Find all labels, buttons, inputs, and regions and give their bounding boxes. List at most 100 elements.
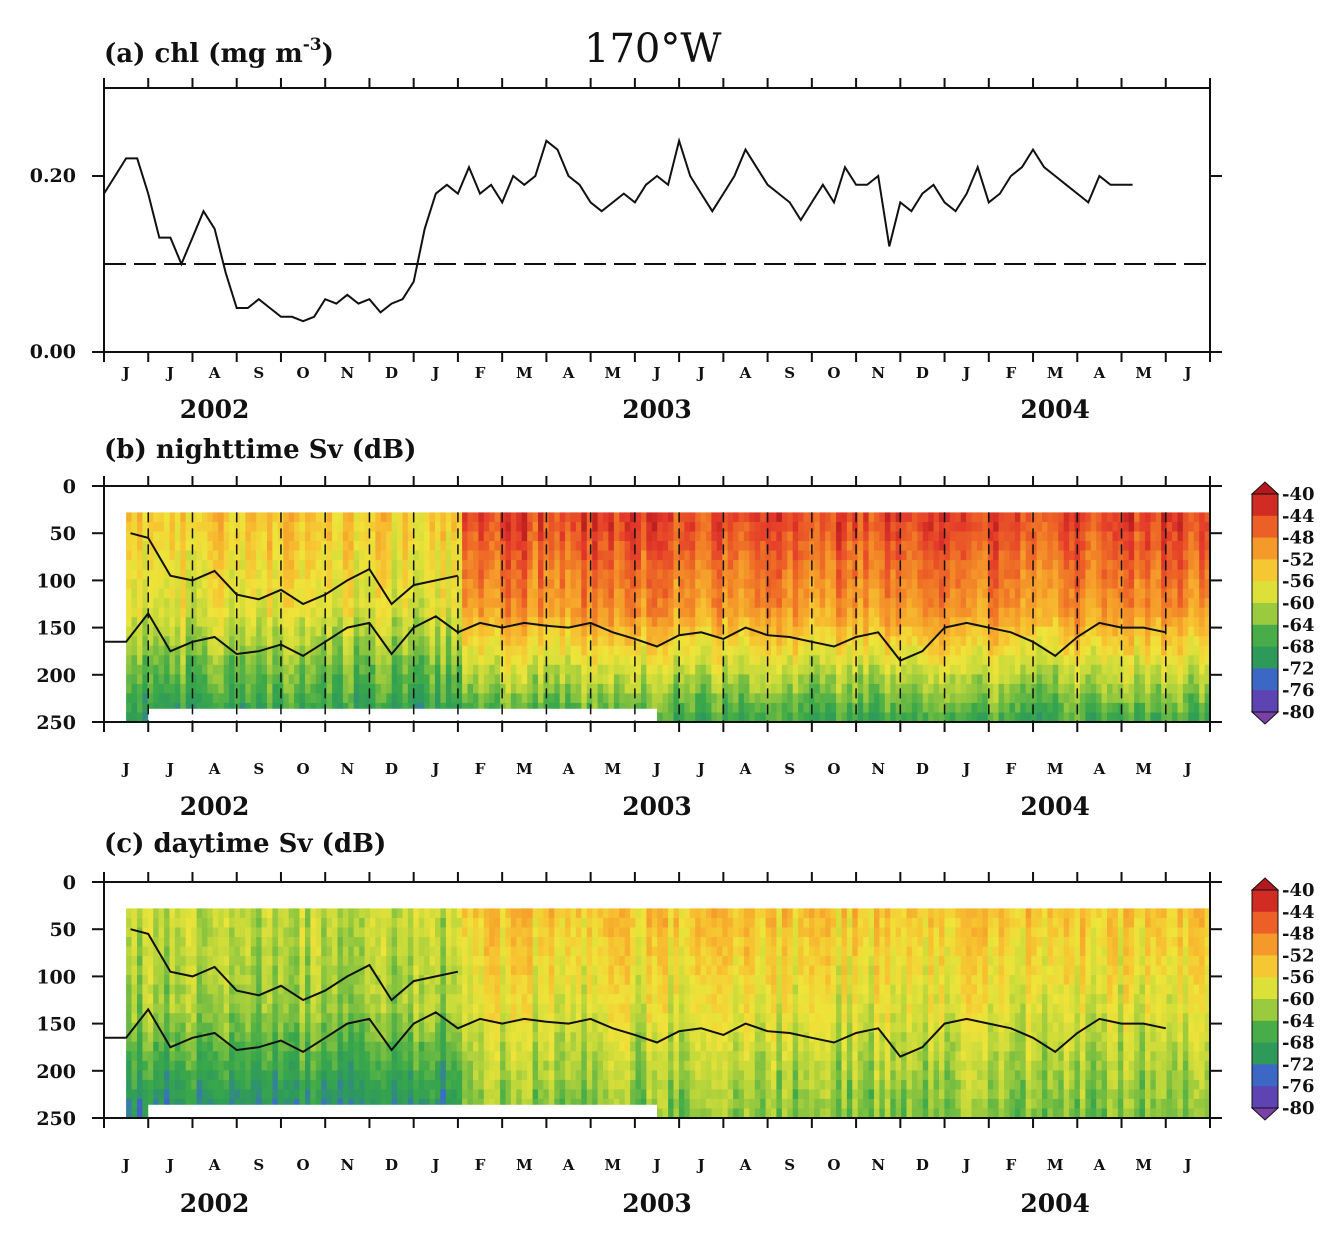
panel-c-heatmap-cell [196,1041,203,1053]
panel-b-heatmap-cell [646,645,653,657]
panel-c-heatmap-cell [131,946,138,957]
panel-b-heatmap-cell [911,626,919,637]
panel-b-heatmap-cell [500,512,507,523]
panel-b-heatmap-cell [185,664,192,676]
panel-b-heatmap-cell [841,541,848,552]
panel-b-heatmap-cell [570,579,577,590]
panel-b-heatmap-cell [1117,598,1125,609]
panel-b-heatmap-cell [342,579,350,590]
panel-b-heatmap-cell [787,531,794,542]
panel-b-heatmap-cell [933,664,940,676]
panel-c-heatmap-cell [153,937,160,948]
panel-b-heatmap-cell [250,550,257,561]
panel-b-heatmap-cell [776,693,783,704]
panel-b-heatmap-cell [624,664,631,676]
panel-b-heatmap-cell [879,531,886,542]
panel-b-heatmap-cell [998,550,1005,561]
panel-b-heatmap-cell [944,645,951,657]
panel-b-heatmap-cell [1172,569,1179,580]
panel-b-heatmap-cell [267,550,274,561]
panel-b-heatmap-cell [922,598,929,609]
panel-b-heatmap-cell [944,617,951,628]
panel-b-month-label: D [385,760,398,778]
panel-b-heatmap-cell [1166,569,1173,580]
panel-b-heatmap-cell [944,607,951,618]
panel-b-heatmap-cell [473,598,480,609]
panel-b-heatmap-cell [402,541,409,552]
panel-b-heatmap-cell [760,664,767,676]
panel-b-heatmap-cell [955,712,962,722]
panel-b-heatmap-cell [944,636,951,647]
panel-b-heatmap-cell [684,598,691,609]
panel-b-heatmap-cell [126,674,133,685]
panel-b-heatmap-cell [229,512,236,523]
panel-b-heatmap-cell [532,579,539,590]
panel-b-heatmap-cell [597,588,604,599]
panel-c-heatmap-cell [164,1060,171,1072]
panel-b-heatmap-cell [1117,550,1125,561]
panel-b-heatmap-cell [678,617,686,628]
panel-b-heatmap-cell [678,512,686,523]
panel-b-heatmap-cell [841,664,848,676]
panel-b-heatmap-cell [781,683,789,695]
panel-b-heatmap-cell [538,522,545,533]
panel-b-heatmap-cell [164,541,171,552]
panel-b-heatmap-cell [922,569,929,580]
panel-b-heatmap-cell [993,607,1000,618]
panel-b-heatmap-cell [158,683,165,695]
panel-b-heatmap-cell [1042,607,1049,618]
panel-c-heatmap-cell [185,946,192,957]
panel-b-heatmap-cell [982,598,989,609]
panel-b-heatmap-cell [239,683,247,695]
panel-b-heatmap-cell [1020,674,1027,685]
panel-c-heatmap-cell [137,918,144,929]
panel-b-heatmap-cell [1155,569,1162,580]
panel-b-heatmap-cell [581,560,588,571]
panel-b-heatmap-cell [1085,655,1092,666]
panel-b-heatmap-cell [359,550,366,561]
panel-b-heatmap-cell [489,541,496,552]
panel-b-heatmap-cell [1161,607,1168,618]
panel-b-heatmap-cell [944,683,951,695]
panel-b-heatmap-cell [212,560,219,571]
panel-b-heatmap-cell [993,569,1000,580]
panel-b-heatmap-cell [207,693,214,704]
panel-b-heatmap-cell [819,550,826,561]
panel-b-heatmap-cell [917,607,924,618]
panel-b-heatmap-cell [1009,598,1016,609]
panel-b-heatmap-cell [668,636,675,647]
panel-b-heatmap-cell [180,664,187,676]
panel-b-heatmap-cell [814,588,821,599]
panel-b-heatmap-cell [1085,674,1092,685]
panel-b-heatmap-cell [1128,674,1135,685]
panel-b-heatmap-cell [288,617,295,628]
panel-b-heatmap-cell [494,569,501,580]
panel-c-heatmap-cell [158,918,165,929]
panel-b-heatmap-cell [841,560,848,571]
panel-b-heatmap-cell [874,617,881,628]
panel-b-heatmap-cell [998,655,1005,666]
panel-c-heatmap-cell [158,1098,165,1110]
panel-b-heatmap-cell [944,655,951,666]
panel-a-month-label: F [1006,364,1017,382]
panel-c-heatmap-cell [202,1079,209,1091]
panel-b-heatmap-cell [684,636,691,647]
panel-b-heatmap-cell [413,664,420,676]
panel-b-heatmap-cell [846,598,854,609]
panel-b-heatmap-cell [711,626,718,637]
panel-b-heatmap-cell [863,636,870,647]
panel-b-heatmap-cell [603,588,610,599]
panel-b-heatmap-cell [451,655,458,666]
panel-b-heatmap-cell [879,598,886,609]
panel-b-heatmap-cell [960,522,967,533]
panel-b-heatmap-cell [1014,617,1022,628]
panel-b-heatmap-cell [597,579,604,590]
panel-b-heatmap-cell [1188,636,1195,647]
panel-b-heatmap-cell [966,550,973,561]
panel-b-heatmap-cell [716,598,723,609]
panel-b-heatmap-cell [1069,560,1076,571]
panel-b-heatmap-cell [668,531,675,542]
panel-b-heatmap-cell [673,655,680,666]
panel-c-heatmap-cell [147,994,154,1005]
panel-b-heatmap-cell [857,522,864,533]
